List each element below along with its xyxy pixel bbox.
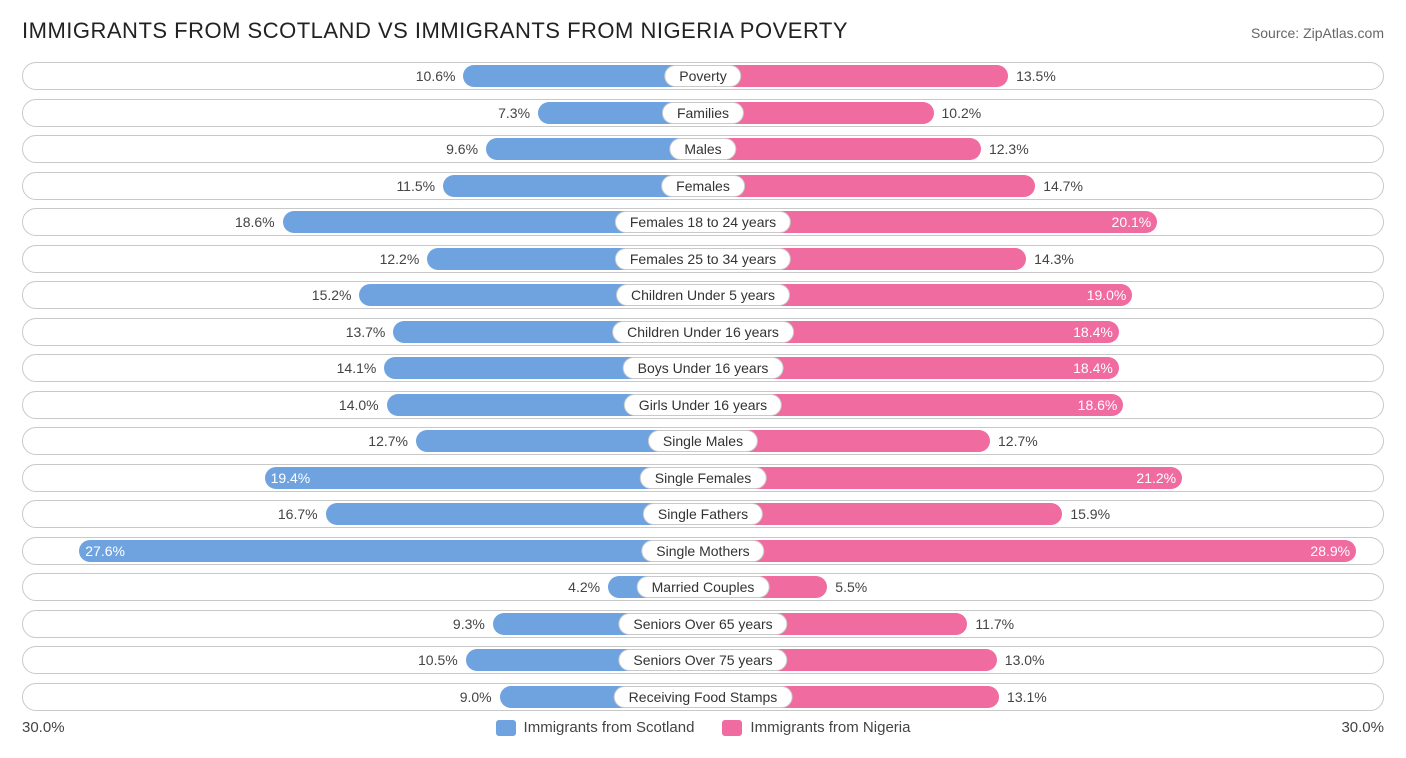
value-left: 9.0%: [460, 689, 500, 705]
chart-header: IMMIGRANTS FROM SCOTLAND VS IMMIGRANTS F…: [22, 18, 1384, 44]
value-left: 18.6%: [235, 214, 283, 230]
value-left: 12.7%: [368, 433, 416, 449]
chart-row: 12.2% 14.3% Females 25 to 34 years: [22, 245, 1384, 273]
chart-row: 19.4% 21.2% Single Females: [22, 464, 1384, 492]
bar-right: 12.3%: [703, 138, 981, 160]
value-right: 18.4%: [1073, 324, 1113, 340]
category-label: Boys Under 16 years: [623, 357, 784, 379]
value-right: 14.7%: [1035, 178, 1083, 194]
category-label: Children Under 5 years: [616, 284, 790, 306]
value-left: 15.2%: [312, 287, 360, 303]
chart-row: 9.0% 13.1% Receiving Food Stamps: [22, 683, 1384, 711]
value-right: 12.7%: [990, 433, 1038, 449]
axis-max-right: 30.0%: [1341, 719, 1384, 736]
chart-row: 13.7% 18.4% Children Under 16 years: [22, 318, 1384, 346]
value-left: 12.2%: [380, 251, 428, 267]
chart-row: 14.0% 18.6% Girls Under 16 years: [22, 391, 1384, 419]
legend-label-left: Immigrants from Scotland: [524, 719, 695, 736]
bar-right: 13.5%: [703, 65, 1008, 87]
value-right: 10.2%: [934, 105, 982, 121]
category-label: Females 25 to 34 years: [615, 248, 791, 270]
category-label: Females 18 to 24 years: [615, 211, 791, 233]
chart-row: 27.6% 28.9% Single Mothers: [22, 537, 1384, 565]
value-right: 5.5%: [827, 579, 867, 595]
value-right: 13.5%: [1008, 68, 1056, 84]
legend-item-left: Immigrants from Scotland: [496, 719, 695, 736]
category-label: Seniors Over 65 years: [618, 613, 787, 635]
category-label: Receiving Food Stamps: [614, 686, 793, 708]
bar-left: 19.4%: [265, 467, 703, 489]
value-right: 18.6%: [1078, 397, 1118, 413]
value-left: 14.0%: [339, 397, 387, 413]
category-label: Single Mothers: [641, 540, 764, 562]
chart-row: 9.6%12.3%Males: [22, 135, 1384, 163]
value-right: 18.4%: [1073, 360, 1113, 376]
value-right: 12.3%: [981, 141, 1029, 157]
bar-right: 21.2%: [703, 467, 1182, 489]
chart-row: 10.5% 13.0% Seniors Over 75 years: [22, 646, 1384, 674]
value-left: 14.1%: [337, 360, 385, 376]
category-label: Single Males: [648, 430, 758, 452]
bar-right: 14.7%: [703, 175, 1035, 197]
chart-row: 10.6%13.5%Poverty: [22, 62, 1384, 90]
chart-row: 14.1% 18.4% Boys Under 16 years: [22, 354, 1384, 382]
value-left: 10.6%: [416, 68, 464, 84]
value-left: 10.5%: [418, 652, 466, 668]
chart-row: 15.2% 19.0% Children Under 5 years: [22, 281, 1384, 309]
value-left: 9.6%: [446, 141, 486, 157]
legend-swatch-left: [496, 720, 516, 736]
category-label: Females: [661, 175, 745, 197]
value-right: 28.9%: [1310, 543, 1350, 559]
value-right: 11.7%: [967, 616, 1014, 632]
category-label: Single Females: [640, 467, 767, 489]
category-label: Children Under 16 years: [612, 321, 794, 343]
value-right: 19.0%: [1087, 287, 1127, 303]
category-label: Families: [662, 102, 744, 124]
chart-footer: 30.0% Immigrants from Scotland Immigrant…: [22, 719, 1384, 736]
value-left: 11.5%: [396, 178, 443, 194]
category-label: Males: [669, 138, 736, 160]
diverging-bar-chart: 10.6%13.5%Poverty7.3%10.2%Families9.6%12…: [22, 62, 1384, 711]
value-right: 13.0%: [997, 652, 1045, 668]
legend-label-right: Immigrants from Nigeria: [750, 719, 910, 736]
category-label: Girls Under 16 years: [624, 394, 782, 416]
bar-right: 28.9%: [703, 540, 1356, 562]
value-right: 21.2%: [1136, 470, 1176, 486]
category-label: Seniors Over 75 years: [618, 649, 787, 671]
category-label: Married Couples: [637, 576, 770, 598]
chart-row: 16.7% 15.9% Single Fathers: [22, 500, 1384, 528]
value-left: 19.4%: [271, 470, 311, 486]
chart-row: 7.3% 10.2% Families: [22, 99, 1384, 127]
chart-title: IMMIGRANTS FROM SCOTLAND VS IMMIGRANTS F…: [22, 18, 848, 44]
category-label: Single Fathers: [643, 503, 763, 525]
value-right: 13.1%: [999, 689, 1047, 705]
chart-row: 11.5%14.7%Females: [22, 172, 1384, 200]
chart-source: Source: ZipAtlas.com: [1251, 25, 1384, 41]
value-left: 9.3%: [453, 616, 493, 632]
value-left: 13.7%: [346, 324, 394, 340]
legend-item-right: Immigrants from Nigeria: [722, 719, 910, 736]
bar-left: 27.6%: [79, 540, 703, 562]
chart-row: 9.3% 11.7% Seniors Over 65 years: [22, 610, 1384, 638]
value-left: 16.7%: [278, 506, 326, 522]
chart-row: 18.6% 20.1% Females 18 to 24 years: [22, 208, 1384, 236]
chart-row: 12.7% 12.7% Single Males: [22, 427, 1384, 455]
value-left: 4.2%: [568, 579, 608, 595]
legend-swatch-right: [722, 720, 742, 736]
axis-max-left: 30.0%: [22, 719, 65, 736]
value-right: 15.9%: [1062, 506, 1110, 522]
value-right: 14.3%: [1026, 251, 1074, 267]
legend: Immigrants from Scotland Immigrants from…: [496, 719, 911, 736]
value-right: 20.1%: [1112, 214, 1152, 230]
chart-row: 4.2% 5.5% Married Couples: [22, 573, 1384, 601]
value-left: 27.6%: [85, 543, 125, 559]
category-label: Poverty: [664, 65, 741, 87]
value-left: 7.3%: [498, 105, 538, 121]
